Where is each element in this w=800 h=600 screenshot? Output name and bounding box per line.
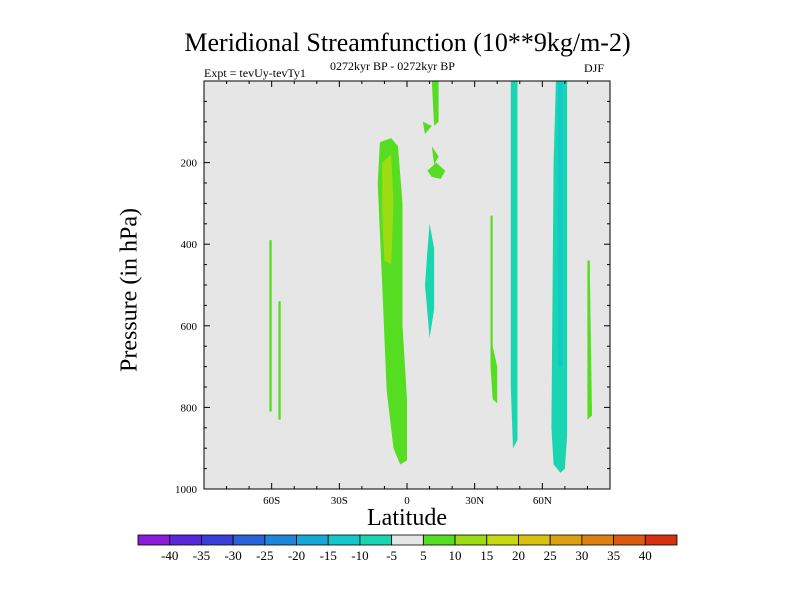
colorbar-label: -10	[351, 548, 368, 563]
colorbar-swatch	[264, 534, 297, 546]
colorbar-label: -30	[224, 548, 241, 563]
colorbar-label: 35	[607, 548, 620, 563]
x-axis-label: Latitude	[367, 505, 447, 531]
colorbar-label: 30	[575, 548, 588, 563]
colorbar-swatch	[169, 534, 202, 546]
y-tick-label: 800	[181, 402, 198, 414]
colorbar-label: 40	[639, 548, 652, 563]
colorbar-swatch	[201, 534, 234, 546]
colorbar-swatch	[549, 534, 583, 546]
contour-region	[431, 146, 439, 165]
colorbar-label: 5	[420, 548, 427, 563]
experiment-label: Expt = tevUy-tevTy1	[204, 66, 306, 80]
contour-region	[425, 223, 435, 338]
contour-region	[510, 81, 518, 449]
colorbar-swatch	[613, 534, 646, 546]
y-tick-label: 200	[181, 158, 198, 170]
x-tick-label: 60N	[533, 495, 552, 507]
chart-title: Meridional Streamfunction (10**9kg/m-2)	[184, 28, 631, 57]
colorbar-label: 10	[449, 548, 462, 563]
colorbar-label: -35	[193, 548, 210, 563]
contour-region	[422, 121, 432, 134]
y-tick-label: 400	[181, 239, 198, 251]
colorbar-label: 25	[544, 548, 557, 563]
colorbar-swatch	[359, 534, 393, 546]
colorbar: -40 -35 -30 -25 -20 -15 -10 -5 5 10 15 20 25 30 35 40	[137, 534, 678, 563]
colorbar-swatch	[644, 534, 678, 546]
contour-region	[382, 154, 394, 265]
x-tick-label: 30S	[331, 495, 348, 507]
contour-region	[427, 162, 446, 179]
contour-region	[269, 240, 272, 412]
colorbar-swatch	[486, 534, 519, 546]
x-tick-label: 30N	[465, 495, 484, 507]
colorbar-swatch	[518, 534, 551, 546]
colorbar-label: -25	[256, 548, 273, 563]
colorbar-swatch	[327, 534, 361, 546]
colorbar-label: 15	[480, 548, 493, 563]
contour-region	[490, 215, 498, 404]
colorbar-swatch	[454, 534, 488, 546]
contour-regions	[269, 81, 592, 473]
x-tick-label: 60S	[263, 495, 280, 507]
colorbar-label: -40	[161, 548, 178, 563]
y-tick-label: 1000	[175, 484, 198, 496]
colorbar-swatch	[422, 534, 456, 546]
colorbar-swatch	[232, 534, 266, 546]
contour-region	[278, 301, 281, 420]
colorbar-label: 20	[512, 548, 525, 563]
colorbar-swatch	[137, 534, 171, 546]
plot-axes: 60S 30S 0 30N 60N 200 400 600 800 1000	[175, 80, 611, 507]
colorbar-label: -15	[320, 548, 337, 563]
colorbar-swatch	[581, 534, 614, 546]
x-tick-label: 0	[404, 495, 410, 507]
period-label: 0272kyr BP - 0272kyr BP	[330, 59, 455, 73]
contour-region	[587, 260, 592, 420]
y-tick-label: 600	[181, 321, 198, 333]
colorbar-swatch	[296, 534, 329, 546]
contour-region	[558, 81, 563, 367]
colorbar-label: -20	[288, 548, 305, 563]
contour-region	[431, 81, 439, 126]
season-label: DJF	[584, 61, 605, 75]
colorbar-label: -5	[386, 548, 397, 563]
colorbar-swatch	[391, 534, 424, 546]
